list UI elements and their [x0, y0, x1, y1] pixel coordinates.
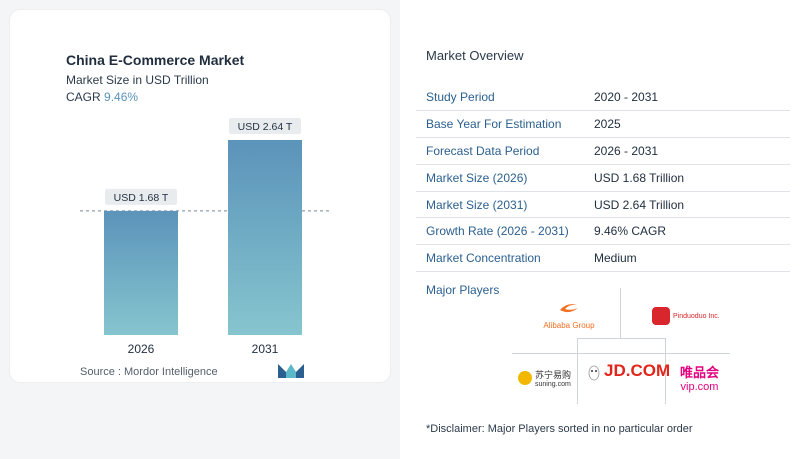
- overview-value: Medium: [594, 244, 790, 273]
- cagr-value: 9.46%: [104, 90, 139, 104]
- overview-row: Base Year For Estimation 2025: [416, 110, 790, 139]
- overview-key: Market Size (2031): [416, 191, 594, 219]
- overview-value: USD 2.64 Trillion: [594, 191, 790, 219]
- major-players-title: Major Players: [426, 283, 500, 297]
- cagr-line: CAGR 9.46%: [66, 90, 138, 104]
- overview-row: Growth Rate (2026 - 2031) 9.46% CAGR: [416, 217, 790, 246]
- overview-key: Market Size (2026): [416, 164, 594, 192]
- jd-logo: JD.COM: [586, 360, 670, 382]
- chart-card: [10, 10, 390, 382]
- overview-key: Market Concentration: [416, 244, 594, 273]
- data-label-box: [105, 188, 177, 205]
- overview-key: Base Year For Estimation: [416, 110, 594, 139]
- alibaba-icon: [560, 304, 578, 313]
- overview-value: 2026 - 2031: [594, 137, 790, 165]
- overview-value: 2020 - 2031: [594, 84, 790, 112]
- overview-key: Forecast Data Period: [416, 137, 594, 165]
- data-label: USD 1.68 T: [114, 192, 169, 204]
- pinduoduo-logo: Pinduoduo Inc.: [652, 307, 720, 325]
- disclaimer-text: *Disclaimer: Major Players sorted in no …: [426, 423, 693, 435]
- overview-row: Study Period 2020 - 2031: [416, 84, 790, 112]
- overview-value: USD 1.68 Trillion: [594, 164, 790, 192]
- overview-value: 9.46% CAGR: [594, 217, 790, 246]
- bar-2031: [228, 140, 302, 335]
- mordor-logo-icon: [278, 364, 304, 378]
- overview-value: 2025: [594, 110, 790, 139]
- overview-row: Market Size (2031) USD 2.64 Trillion: [416, 191, 790, 219]
- overview-title: Market Overview: [426, 48, 524, 63]
- data-label-box: [229, 118, 301, 134]
- vip-logo: 唯品会 vip.com: [680, 365, 720, 393]
- suning-logo: 苏宁易购 suning.com: [518, 368, 571, 388]
- overview-row: Market Concentration Medium: [416, 244, 790, 273]
- suning-icon: [518, 371, 532, 385]
- jd-dog-icon: [588, 365, 600, 381]
- data-label: USD 2.64 T: [238, 121, 293, 133]
- overview-key: Study Period: [416, 84, 594, 112]
- bar-chart: USD 1.68 T 2026 USD 2.64 T 2031: [80, 118, 330, 356]
- overview-key: Growth Rate (2026 - 2031): [416, 217, 594, 246]
- pinduoduo-icon: [652, 307, 670, 325]
- chart-subtitle: Market Size in USD Trillion: [66, 73, 209, 87]
- overview-row: Market Size (2026) USD 1.68 Trillion: [416, 164, 790, 192]
- overview-table: Study Period 2020 - 2031 Base Year For Est…: [416, 84, 790, 273]
- chart-title: China E-Commerce Market: [66, 52, 245, 68]
- bar-2026: [104, 210, 178, 335]
- alibaba-logo: Alibaba Group: [534, 300, 604, 330]
- source-text: Source : Mordor Intelligence: [80, 366, 218, 378]
- x-tick-label: 2031: [252, 342, 279, 356]
- cagr-label: CAGR: [66, 90, 101, 104]
- overview-row: Forecast Data Period 2026 - 2031: [416, 137, 790, 165]
- x-tick-label: 2026: [128, 342, 155, 356]
